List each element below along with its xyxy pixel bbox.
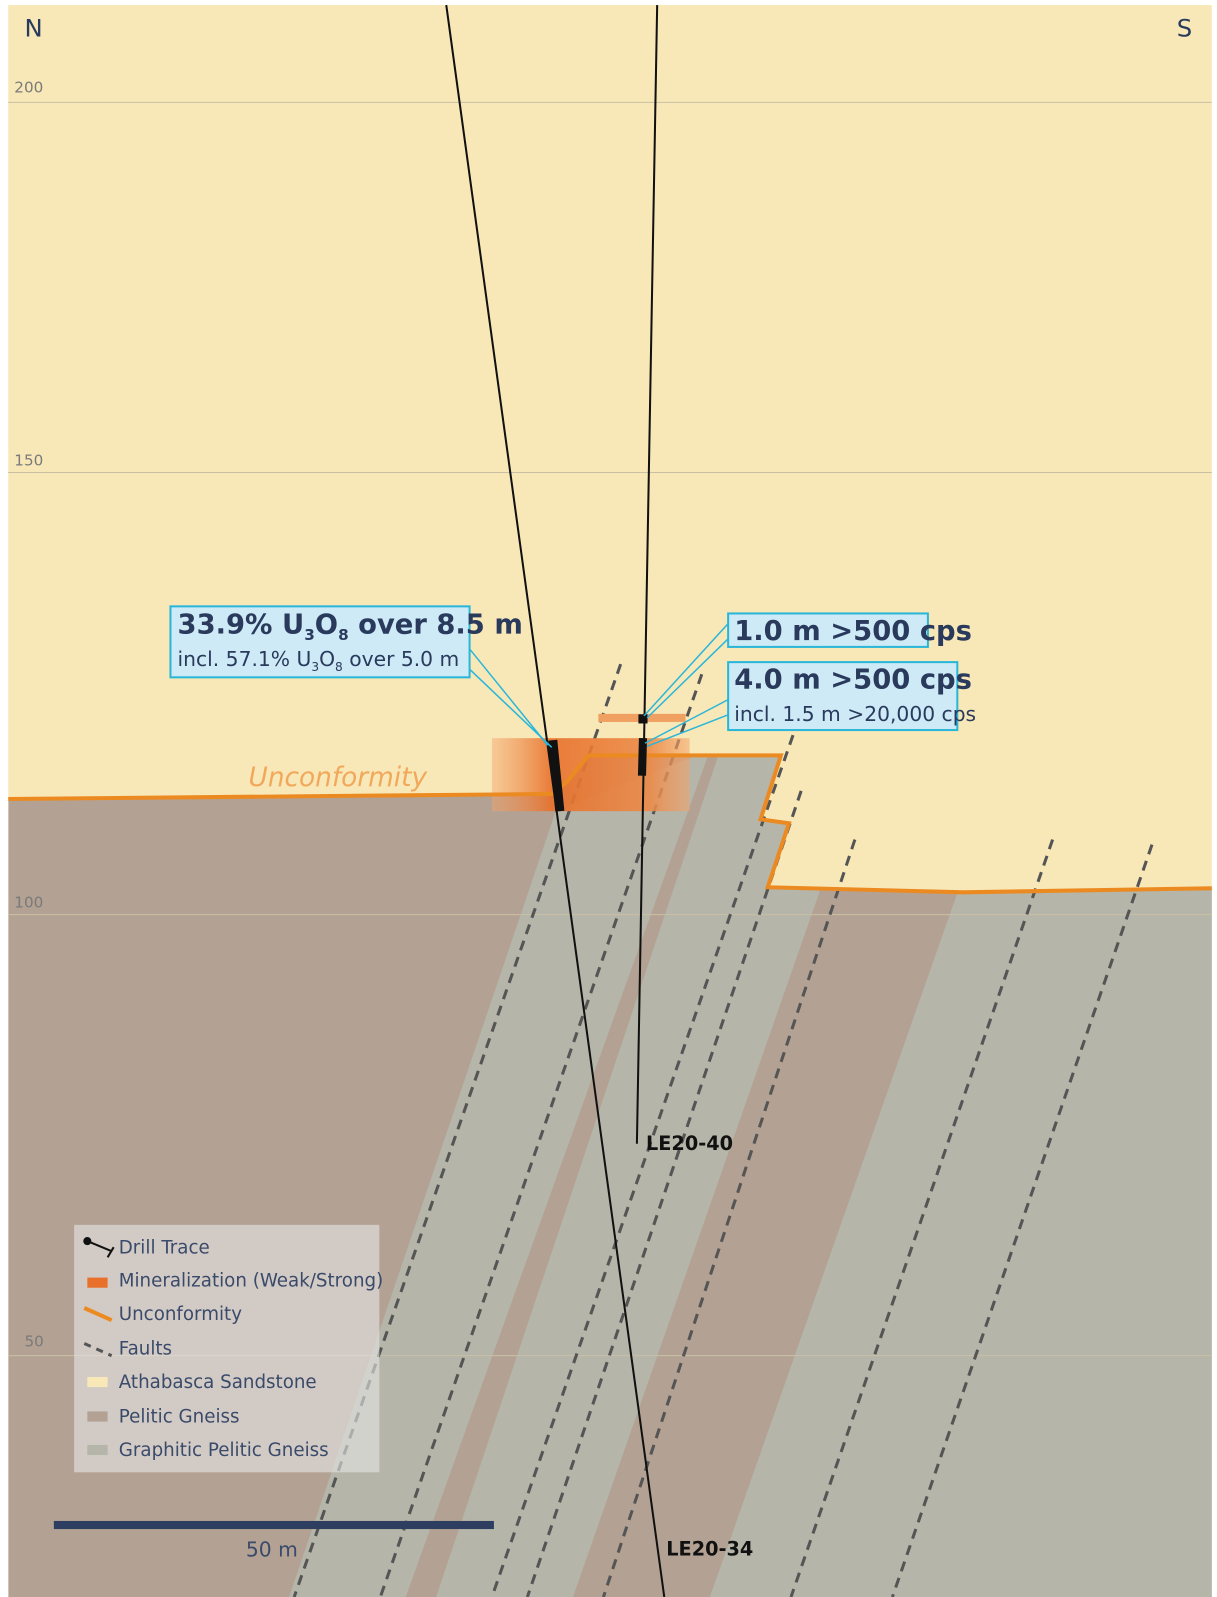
elevation-label: 100 [14, 894, 43, 912]
legend-label: Faults [119, 1339, 172, 1360]
callout-text: 33.9% U3O8 over 8.5 m [178, 610, 523, 644]
drill-hole-label: LE20-34 [666, 1537, 753, 1560]
legend-label: Graphitic Pelitic Gneiss [119, 1440, 329, 1461]
scale-label: 50 m [246, 1537, 298, 1561]
legend-label: Pelitic Gneiss [119, 1407, 240, 1428]
legend-label: Athabasca Sandstone [119, 1372, 317, 1393]
callout-text: incl. 1.5 m >20,000 cps [734, 702, 976, 726]
unconformity-label: Unconformity [249, 763, 428, 793]
legend-label: Drill Trace [119, 1237, 210, 1258]
drill-hole-label: LE20-40 [646, 1132, 733, 1155]
callout-text: 1.0 m >500 cps [734, 616, 972, 647]
cross-section: 33.9% U3O8 over 8.5 m incl. 57.1% U3O8 o… [0, 0, 1217, 1597]
elevation-label: 200 [14, 78, 43, 96]
elevation-label: 150 [14, 451, 43, 469]
elevation-label: 50 [24, 1333, 43, 1351]
legend: Drill Trace Mineralization (Weak/Strong)… [74, 1225, 383, 1472]
legend-label: Unconformity [119, 1304, 242, 1325]
legend-label: Mineralization (Weak/Strong) [119, 1271, 383, 1292]
mineralization [492, 738, 690, 811]
callout-text: incl. 57.1% U3O8 over 5.0 m [178, 647, 460, 674]
north-label: N [24, 14, 42, 43]
scale-bar [54, 1521, 494, 1529]
callout-text: 4.0 m >500 cps [734, 664, 972, 695]
south-label: S [1177, 14, 1192, 43]
